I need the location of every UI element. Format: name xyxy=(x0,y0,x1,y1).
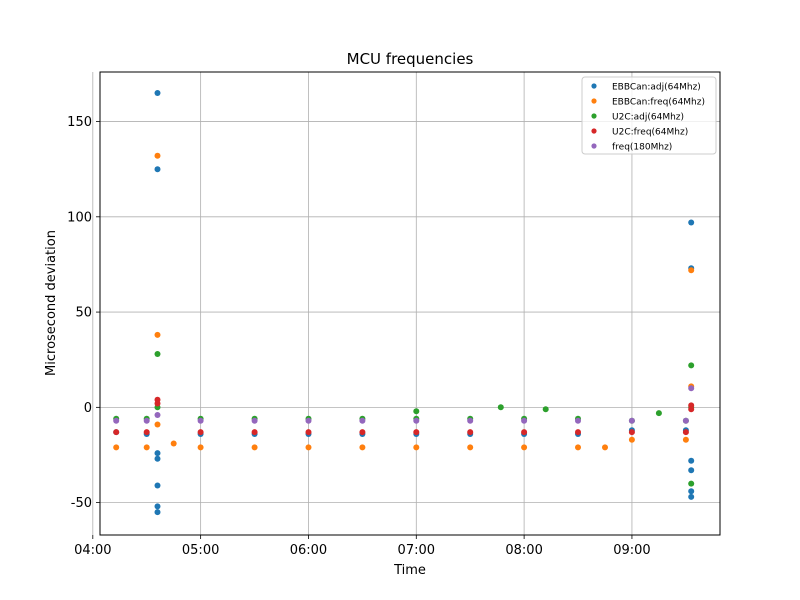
data-points xyxy=(113,90,695,516)
data-point xyxy=(413,408,420,415)
x-tick-label: 06:00 xyxy=(290,543,327,558)
data-point xyxy=(154,351,161,357)
data-point xyxy=(575,429,581,436)
data-point xyxy=(251,444,258,451)
y-axis-label: Microsecond deviation xyxy=(44,230,59,376)
data-point xyxy=(154,152,161,159)
data-point xyxy=(197,417,204,424)
data-point xyxy=(521,417,528,424)
data-point xyxy=(154,482,161,489)
data-point xyxy=(688,362,695,369)
y-tick-label: 150 xyxy=(67,115,92,130)
legend-marker xyxy=(591,83,597,89)
data-point xyxy=(143,429,150,436)
data-point xyxy=(154,400,161,407)
data-point xyxy=(688,385,695,392)
data-point xyxy=(521,429,528,436)
data-point xyxy=(113,444,120,451)
data-point xyxy=(170,440,177,447)
y-tick-label: -50 xyxy=(71,496,92,511)
plot-frame xyxy=(99,71,721,536)
data-point xyxy=(154,503,161,510)
legend-entry-label: EBBCan:freq(64Mhz) xyxy=(612,98,705,108)
data-point xyxy=(413,429,420,436)
x-tick-label: 04:00 xyxy=(74,543,111,558)
data-point xyxy=(688,406,695,413)
y-tick-label: 100 xyxy=(67,210,92,225)
data-point xyxy=(688,267,695,274)
chart-title: MCU frequencies xyxy=(347,50,474,68)
data-point xyxy=(628,417,635,424)
data-point xyxy=(688,219,695,226)
data-point xyxy=(154,455,161,462)
legend-box xyxy=(581,76,717,155)
x-tick-label: 07:00 xyxy=(398,543,435,558)
x-tick-label: 09:00 xyxy=(613,543,650,558)
data-point xyxy=(113,429,120,436)
legend-marker xyxy=(591,98,597,104)
data-point xyxy=(682,417,689,424)
data-point xyxy=(154,412,161,418)
data-point xyxy=(305,444,312,451)
ticks: 04:00 05:00 06:00 07:00 08:00 09:00 -50 0 50 100 1… xyxy=(67,115,651,558)
legend-marker xyxy=(591,128,597,134)
data-point xyxy=(497,404,504,411)
data-point xyxy=(467,444,474,451)
data-point xyxy=(688,480,695,487)
data-point xyxy=(602,444,608,451)
data-point xyxy=(575,417,581,424)
data-point xyxy=(688,493,695,500)
data-point xyxy=(154,450,161,457)
data-point xyxy=(154,90,161,96)
data-point xyxy=(688,488,695,495)
legend-marker xyxy=(591,143,597,149)
y-tick-label: 0 xyxy=(84,401,92,416)
data-point xyxy=(542,406,549,413)
data-point xyxy=(154,509,161,516)
data-point xyxy=(251,429,258,436)
data-point xyxy=(143,417,150,424)
data-point xyxy=(688,467,695,474)
data-point xyxy=(628,436,635,443)
x-tick-label: 05:00 xyxy=(182,543,219,558)
legend-entry-label: freq(180Mhz) xyxy=(612,143,672,153)
y-tick-label: 50 xyxy=(75,306,92,321)
data-point xyxy=(682,436,689,443)
data-point xyxy=(521,444,528,451)
data-point xyxy=(305,429,312,436)
data-point xyxy=(413,444,420,451)
data-point xyxy=(467,429,474,436)
data-point xyxy=(251,417,258,424)
x-axis-label: Time xyxy=(393,563,426,578)
data-point xyxy=(467,417,474,424)
data-point xyxy=(359,444,366,451)
data-point xyxy=(113,417,120,424)
data-point xyxy=(197,444,204,451)
legend-entry-label: U2C:adj(64Mhz) xyxy=(612,113,684,123)
data-point xyxy=(154,421,161,428)
data-point xyxy=(154,331,161,338)
data-point xyxy=(575,444,581,451)
legend-entry-label: EBBCan:adj(64Mhz) xyxy=(612,83,701,93)
data-point xyxy=(359,417,366,424)
data-point xyxy=(359,429,366,436)
legend: EBBCan:adj(64Mhz) EBBCan:freq(64Mhz) U2C:a… xyxy=(581,76,717,155)
x-tick-label: 08:00 xyxy=(505,543,542,558)
data-point xyxy=(143,444,150,451)
legend-marker xyxy=(591,113,597,119)
data-point xyxy=(688,457,695,464)
legend-entry-label: U2C:freq(64Mhz) xyxy=(612,128,688,138)
data-point xyxy=(305,417,312,424)
data-point xyxy=(628,429,635,436)
data-point xyxy=(655,410,662,417)
data-point xyxy=(413,417,420,424)
data-point xyxy=(197,429,204,436)
data-point xyxy=(154,166,161,173)
data-point xyxy=(682,429,689,436)
